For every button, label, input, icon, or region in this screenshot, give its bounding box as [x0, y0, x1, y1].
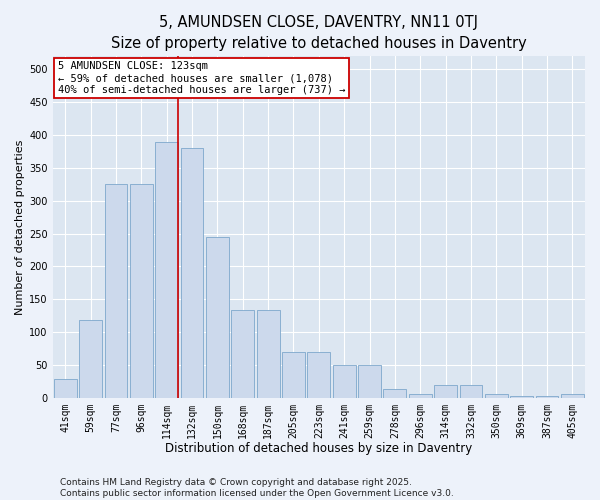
Bar	[358, 365, 381, 398]
Bar	[510, 396, 533, 398]
X-axis label: Distribution of detached houses by size in Daventry: Distribution of detached houses by size …	[165, 442, 472, 455]
Title: 5, AMUNDSEN CLOSE, DAVENTRY, NN11 0TJ
Size of property relative to detached hous: 5, AMUNDSEN CLOSE, DAVENTRY, NN11 0TJ Si…	[111, 15, 527, 51]
Bar	[561, 394, 584, 398]
Text: Contains HM Land Registry data © Crown copyright and database right 2025.
Contai: Contains HM Land Registry data © Crown c…	[60, 478, 454, 498]
Bar	[130, 184, 153, 398]
Bar	[307, 352, 330, 398]
Bar	[79, 320, 102, 398]
Bar	[282, 352, 305, 398]
Bar	[409, 394, 431, 398]
Bar	[536, 396, 559, 398]
Bar	[485, 394, 508, 398]
Bar	[232, 310, 254, 398]
Bar	[460, 384, 482, 398]
Bar	[206, 237, 229, 398]
Bar	[434, 384, 457, 398]
Bar	[257, 310, 280, 398]
Bar	[181, 148, 203, 398]
Bar	[104, 184, 127, 398]
Bar	[155, 142, 178, 398]
Bar	[383, 389, 406, 398]
Bar	[333, 365, 356, 398]
Y-axis label: Number of detached properties: Number of detached properties	[15, 140, 25, 314]
Bar	[54, 380, 77, 398]
Text: 5 AMUNDSEN CLOSE: 123sqm
← 59% of detached houses are smaller (1,078)
40% of sem: 5 AMUNDSEN CLOSE: 123sqm ← 59% of detach…	[58, 62, 346, 94]
